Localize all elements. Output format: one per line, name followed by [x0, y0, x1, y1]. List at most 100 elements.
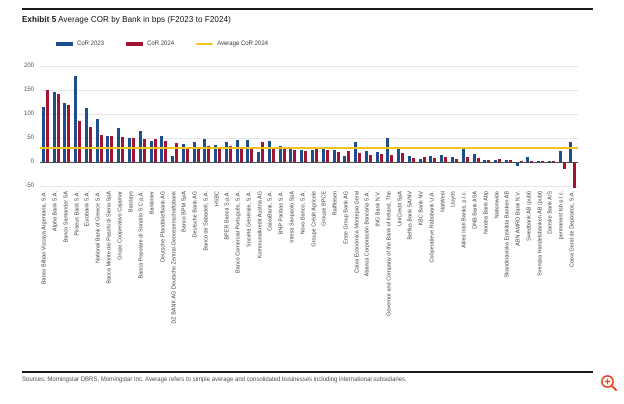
bar-cor2023 — [375, 151, 379, 162]
bar-cor2023 — [214, 145, 218, 162]
bar-cor2023 — [63, 102, 67, 162]
bar-cor2023 — [397, 147, 401, 162]
x-axis-bank-label: Groupe BPCE — [320, 191, 331, 367]
x-axis-labels: Banco Bilbao Vizcaya Argentaria, S.A. Alp… — [40, 191, 578, 367]
bank-bar-group — [331, 66, 342, 186]
bank-bar-group — [395, 66, 406, 186]
bank-bar-group — [72, 66, 83, 186]
bar-cor2024 — [315, 148, 319, 162]
gridline — [40, 90, 578, 91]
y-tick-label: -50 — [25, 183, 34, 189]
bank-name-text: DNB Bank ASA — [472, 191, 479, 229]
bar-cor2023 — [364, 151, 368, 162]
x-axis-bank-label: Novo Banco, S.A. — [298, 191, 309, 367]
bar-cor2023 — [450, 156, 454, 162]
legend-swatch-cor2024-icon — [126, 42, 144, 46]
bar-cor2024 — [454, 158, 458, 162]
bank-name-text: Skandinaviska Enskilda Banken AB — [504, 191, 511, 278]
x-axis-bank-label: Danske Bank A/S — [546, 191, 557, 367]
x-axis-bank-label: Skandinaviska Enskilda Banken AB — [503, 191, 514, 367]
bar-cor2024 — [508, 160, 512, 162]
bar-cor2024 — [551, 161, 555, 163]
bar-cor2023 — [149, 140, 153, 162]
legend-item-average: Average CoR 2024 — [196, 41, 268, 47]
x-axis-bank-label: HSBC — [212, 191, 223, 367]
bank-bar-group — [234, 66, 245, 186]
x-axis-bank-label: Coöperatieve Rabobank U.A. — [428, 191, 439, 367]
bank-bar-group — [341, 66, 352, 186]
bar-cor2024 — [121, 136, 125, 162]
y-tick-label: 100 — [23, 111, 34, 117]
bank-name-text: DZ BANK AG Deutsche Zentral-Genossenscha… — [170, 191, 177, 324]
x-axis-bank-label: ABN AMRO Bank N.V. — [514, 191, 525, 367]
bank-bar-group — [309, 66, 320, 186]
x-axis-bank-label: Barclays — [126, 191, 137, 367]
x-axis-bank-label: Raiffeisen — [331, 191, 342, 367]
gridline — [40, 114, 578, 115]
bank-name-text: Eurobank S.A. — [84, 191, 91, 227]
bar-cor2024 — [271, 148, 275, 162]
bar-cor2023 — [515, 162, 519, 167]
bank-name-text: Belfius Bank SA/NV — [407, 191, 414, 240]
x-axis-bank-label: permanent tsb p.l.c. — [557, 191, 568, 367]
bar-cor2024 — [325, 149, 329, 162]
zoom-in-icon[interactable] — [600, 374, 618, 392]
bar-cor2023 — [321, 147, 325, 162]
x-axis-bank-label: Alpha Bank S.A. — [51, 191, 62, 367]
bar-cor2023 — [494, 160, 498, 162]
bar-cor2023 — [569, 141, 573, 162]
x-axis-bank-label: Kommunalkredit Austria AG — [255, 191, 266, 367]
bar-cor2023 — [461, 148, 465, 162]
x-axis-bank-label: Swedbank AB (publ) — [524, 191, 535, 367]
bar-cor2023 — [41, 106, 45, 162]
bank-bar-group — [417, 66, 428, 186]
bank-name-text: Nordea Bank Abp — [483, 191, 490, 235]
bar-cor2024 — [45, 90, 49, 162]
x-axis-bank-label: Banca Monte dei Paschi di Siena SpA — [105, 191, 116, 367]
bar-cor2024 — [110, 136, 114, 162]
bank-name-text: Danske Bank A/S — [547, 191, 554, 234]
bar-cor2024 — [379, 154, 383, 162]
x-axis-bank-label: Nationwide — [492, 191, 503, 367]
bank-bar-group — [105, 66, 116, 186]
bank-bar-group — [546, 66, 557, 186]
gridline — [40, 186, 578, 187]
bar-cor2024 — [175, 142, 179, 162]
bank-name-text: Abanca Corporación Bancaria S.A. — [364, 191, 371, 277]
bank-bar-group — [255, 66, 266, 186]
bar-cor2023 — [418, 159, 422, 162]
bar-cor2023 — [440, 155, 444, 162]
x-axis-bank-label: Groupe Crédit Agricole — [309, 191, 320, 367]
bar-cor2023 — [117, 128, 121, 162]
bar-cor2024 — [562, 162, 566, 169]
bank-name-text: Kommunalkredit Austria AG — [256, 191, 263, 259]
zoom-in-magnifier-glyph — [601, 375, 617, 391]
x-axis-bank-label: BNP Paribas S.A. — [277, 191, 288, 367]
bank-name-text: BPER Banca S.p.A. — [224, 191, 231, 240]
bar-cor2023 — [74, 75, 78, 162]
chart-legend: CoR 2023 CoR 2024 Average CoR 2024 — [56, 41, 282, 47]
bar-cor2023 — [300, 150, 304, 162]
bank-bar-group — [438, 66, 449, 186]
bank-bar-group — [449, 66, 460, 186]
x-axis-bank-label: Belfius Bank SA/NV — [406, 191, 417, 367]
bar-cor2024 — [207, 146, 211, 162]
bank-name-text: NatWest — [439, 191, 446, 212]
bank-bar-group — [169, 66, 180, 186]
bank-bar-group — [212, 66, 223, 186]
bar-cor2023 — [95, 118, 99, 162]
bar-cor2023 — [558, 150, 562, 162]
bar-cor2023 — [407, 156, 411, 162]
bar-cor2023 — [278, 145, 282, 162]
bank-name-text: permanent tsb p.l.c. — [558, 191, 565, 240]
bank-name-text: Barclays — [127, 191, 134, 213]
gridline — [40, 138, 578, 139]
bank-bar-group — [524, 66, 535, 186]
bar-cor2024 — [67, 104, 71, 162]
bank-name-text: Bankinter — [149, 191, 156, 215]
bar-cor2024 — [88, 127, 92, 162]
bank-name-text: Coöperatieve Rabobank U.A. — [429, 191, 436, 263]
bank-name-text: Nationwide — [493, 191, 500, 219]
bank-bar-group — [385, 66, 396, 186]
bar-cor2023 — [547, 160, 551, 162]
